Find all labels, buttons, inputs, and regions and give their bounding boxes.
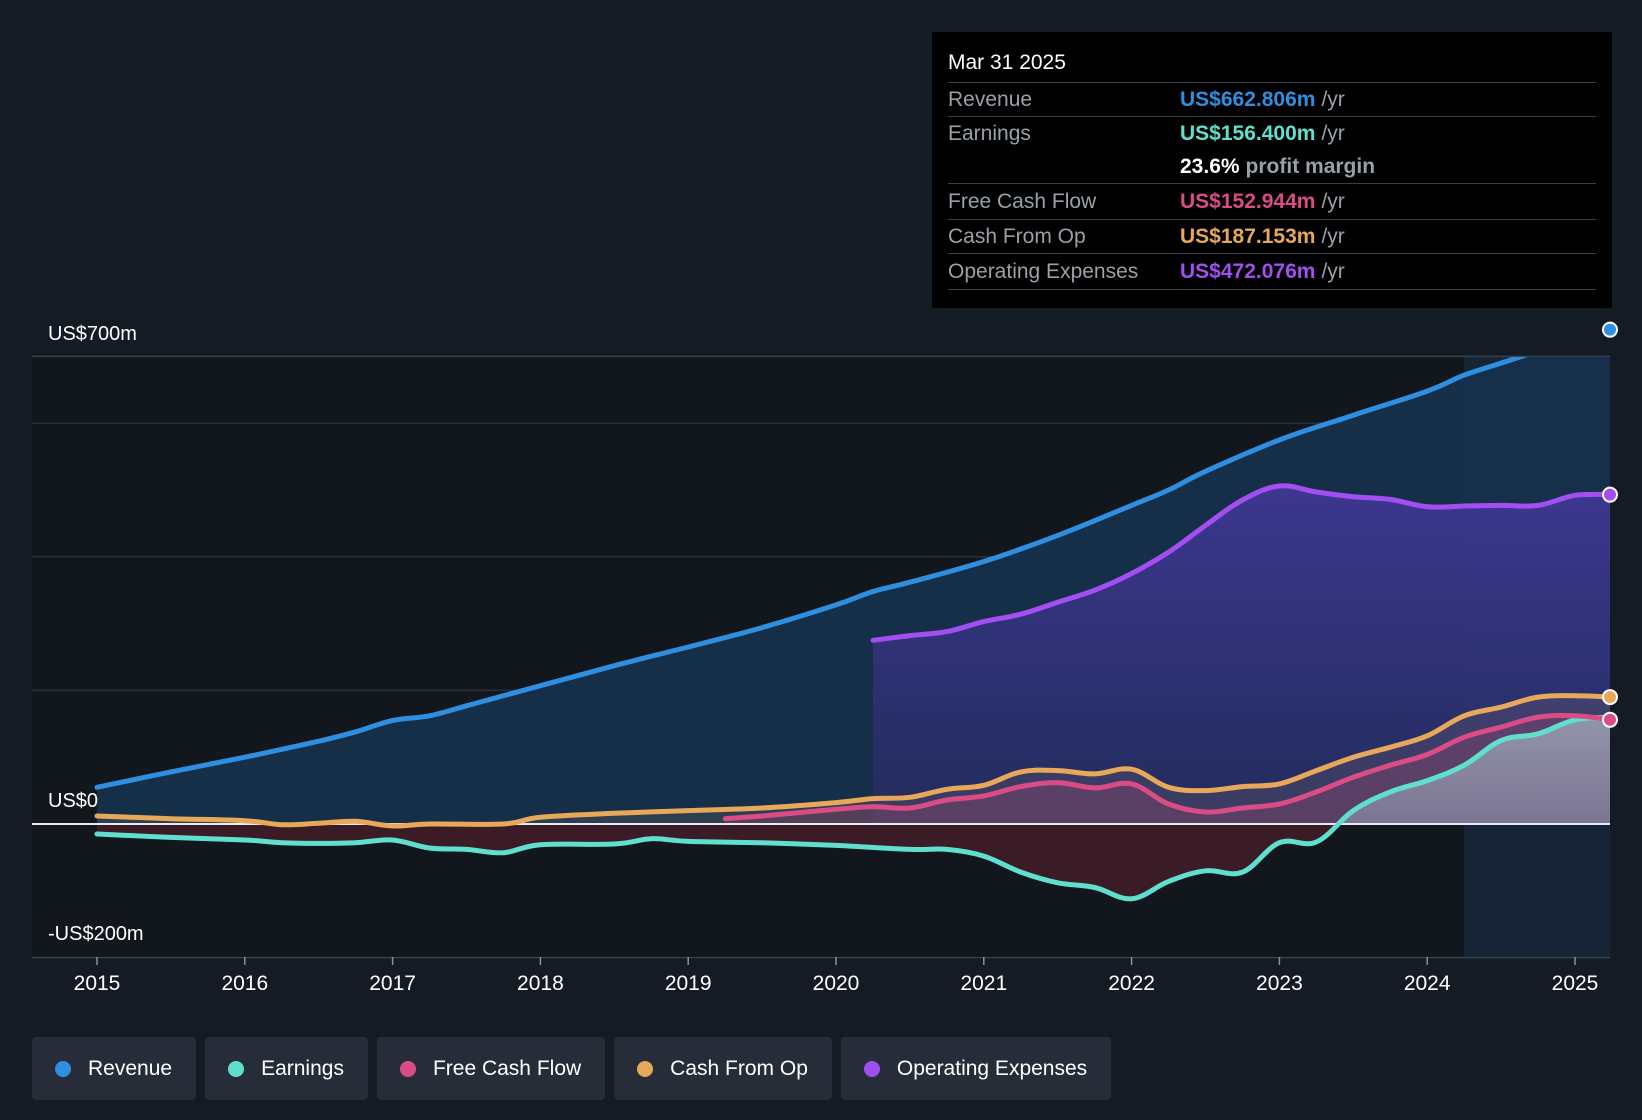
x-tick-2018: 2018 [517, 972, 564, 995]
x-tick-2021: 2021 [960, 972, 1007, 995]
tooltip-unit-cfo: /yr [1321, 224, 1345, 248]
x-axis-labels: 2015 2016 2017 2018 2019 2020 2021 2022 2023 2024… [74, 957, 1599, 995]
tooltip-value-cfo: US$187.153m [1180, 224, 1316, 248]
earnings-positive-area [97, 717, 1610, 824]
line-fcf [722, 712, 1610, 822]
y-tick-700: US$700m [48, 323, 137, 345]
tooltip-label-earnings: Earnings [948, 121, 1031, 145]
x-tick-2016: 2016 [221, 972, 268, 995]
legend-item-fcf[interactable]: Free Cash Flow [376, 1037, 606, 1100]
tooltip-unit-opex: /yr [1321, 259, 1345, 283]
cfo-area [97, 695, 1610, 827]
tooltip-label-revenue: Revenue [948, 87, 1033, 111]
tooltip-row-fcf: Free Cash Flow US$152.944m /yr [948, 184, 1596, 220]
legend-item-cfo[interactable]: Cash From Op [614, 1037, 832, 1100]
tooltip-panel: Mar 31 2025 Revenue US$662.806m /yr Earn… [932, 32, 1612, 308]
line-cfo [94, 693, 1610, 829]
y-tick-0: US$0 [48, 790, 98, 812]
legend: Revenue Earnings Free Cash Flow Cash Fro… [32, 1037, 1112, 1100]
tooltip-label-opex: Operating Expenses [948, 259, 1139, 283]
legend-item-earnings[interactable]: Earnings [205, 1037, 368, 1100]
tooltip-value-earnings: US$156.400m [1180, 121, 1316, 145]
legend-dot-fcf-icon [399, 1060, 416, 1077]
y-axis-labels: US$700m US$0 -US$200m [48, 323, 144, 945]
tooltip-label-margin: profit margin [1245, 154, 1376, 178]
legend-dot-revenue-icon [55, 1060, 71, 1077]
legend-label-opex: Operating Expenses [896, 1056, 1088, 1080]
legend-dot-opex-icon [863, 1060, 880, 1077]
legend-label-earnings: Earnings [261, 1056, 344, 1080]
endpoint-opex [1602, 486, 1618, 503]
earnings-negative-area [97, 824, 1610, 899]
endpoint-cfo [1602, 689, 1618, 706]
series-endpoints [1602, 321, 1618, 728]
legend-item-revenue[interactable]: Revenue [32, 1037, 197, 1100]
tooltip-value-fcf: US$152.944m [1180, 189, 1316, 213]
tooltip-unit-earnings: /yr [1321, 121, 1345, 145]
series-lines [32, 357, 1610, 902]
legend-item-opex[interactable]: Operating Expenses [840, 1037, 1112, 1100]
tooltip-value-opex: US$472.076m [1180, 259, 1316, 283]
legend-label-cfo: Cash From Op [670, 1056, 808, 1080]
x-tick-2015: 2015 [74, 972, 121, 995]
line-opex [870, 483, 1610, 643]
line-revenue [94, 357, 1528, 790]
tooltip-row-opex: Operating Expenses US$472.076m /yr [948, 254, 1596, 290]
endpoint-revenue [1602, 321, 1618, 338]
tooltip-unit-fcf: /yr [1321, 189, 1345, 213]
tooltip-row-earnings: Earnings US$156.400m /yr [948, 117, 1596, 150]
legend-label-revenue: Revenue [88, 1056, 173, 1080]
legend-label-fcf: Free Cash Flow [432, 1056, 582, 1080]
tooltip-label-cfo: Cash From Op [948, 224, 1086, 248]
tooltip-value-revenue: US$662.806m [1180, 87, 1316, 111]
legend-dot-cfo-icon [637, 1060, 654, 1077]
legend-dot-earnings-icon [228, 1060, 245, 1077]
tooltip-row-cfo: Cash From Op US$187.153m /yr [948, 220, 1596, 254]
tooltip-label-fcf: Free Cash Flow [948, 189, 1097, 213]
x-tick-2023: 2023 [1256, 972, 1303, 995]
x-tick-2025: 2025 [1552, 972, 1599, 995]
tooltip-value-margin: 23.6% [1180, 154, 1240, 178]
y-tick-neg200: -US$200m [48, 923, 144, 945]
x-tick-2022: 2022 [1108, 972, 1155, 995]
tooltip-date: Mar 31 2025 [948, 48, 1596, 83]
x-tick-2024: 2024 [1404, 972, 1451, 995]
x-tick-2019: 2019 [665, 972, 712, 995]
x-tick-2017: 2017 [369, 972, 416, 995]
tooltip-row-margin: 23.6% profit margin [948, 150, 1596, 184]
tooltip-unit-revenue: /yr [1321, 87, 1345, 111]
x-tick-2020: 2020 [813, 972, 860, 995]
tooltip-row-revenue: Revenue US$662.806m /yr [948, 83, 1596, 117]
line-earnings [94, 714, 1610, 902]
series-areas [97, 357, 1610, 899]
endpoint-fcf [1602, 711, 1618, 728]
opex-area [873, 485, 1610, 824]
